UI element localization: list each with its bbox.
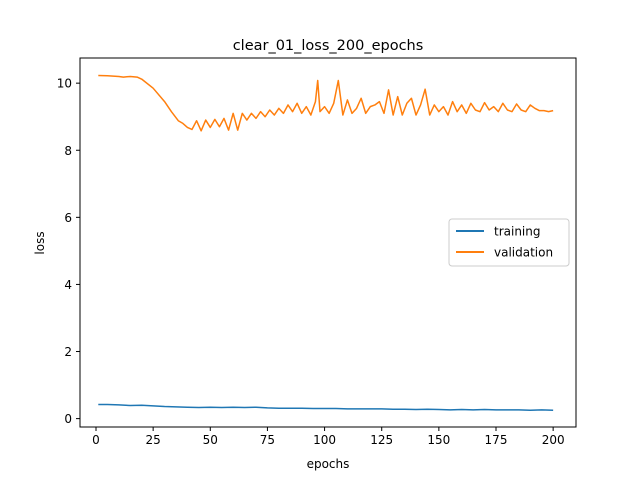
plot-lines bbox=[98, 74, 554, 411]
legend: training validation bbox=[448, 218, 570, 267]
y-tick-label: 2 bbox=[64, 345, 72, 359]
x-tick-label: 50 bbox=[203, 433, 218, 447]
series-line-training bbox=[98, 403, 554, 411]
x-tick-label: 75 bbox=[260, 433, 275, 447]
y-tick-label: 10 bbox=[57, 77, 72, 91]
series-line-validation bbox=[98, 74, 554, 132]
axes-frame bbox=[79, 57, 577, 428]
x-tick-label: 200 bbox=[542, 433, 565, 447]
legend-label-training: training bbox=[494, 225, 541, 239]
x-tick-label: 150 bbox=[427, 433, 450, 447]
y-tick-label: 0 bbox=[64, 412, 72, 426]
y-tick-label: 6 bbox=[64, 211, 72, 225]
legend-label-validation: validation bbox=[494, 246, 553, 260]
x-tick-label: 100 bbox=[313, 433, 336, 447]
y-axis-label: loss bbox=[33, 231, 47, 254]
x-tick-label: 0 bbox=[92, 433, 100, 447]
y-axis-ticks: 0 2 4 6 8 10 bbox=[57, 77, 80, 426]
x-tick-label: 125 bbox=[370, 433, 393, 447]
y-tick-label: 4 bbox=[64, 278, 72, 292]
x-tick-label: 25 bbox=[146, 433, 161, 447]
y-tick-label: 8 bbox=[64, 144, 72, 158]
chart-title: clear_01_loss_200_epochs bbox=[233, 38, 424, 54]
x-tick-label: 175 bbox=[485, 433, 508, 447]
x-axis-label: epochs bbox=[307, 457, 350, 471]
x-axis-ticks: 0 25 50 75 100 125 150 175 200 bbox=[92, 427, 565, 447]
